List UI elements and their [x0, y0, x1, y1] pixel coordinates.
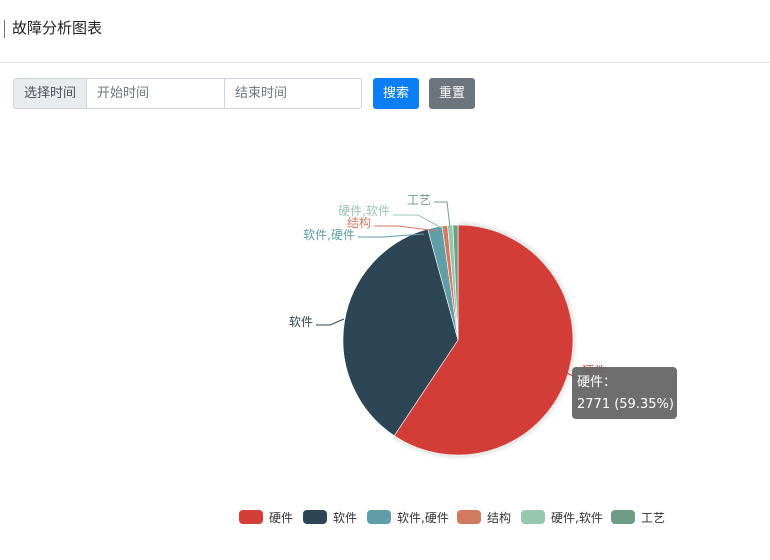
label-line-software — [316, 318, 345, 326]
start-date-input[interactable] — [87, 79, 224, 108]
label-line-hardware-software — [393, 214, 445, 230]
pie-label-hardware-software: 硬件,软件 — [338, 204, 390, 218]
legend-swatch-software-hardware — [367, 510, 391, 524]
end-date-input[interactable] — [224, 79, 361, 108]
pie-label-software: 软件 — [289, 315, 313, 329]
pie-label-software-hardware: 软件,硬件 — [303, 228, 355, 242]
legend-item-software-hardware[interactable]: 软件,硬件 — [367, 510, 449, 525]
label-line-process — [434, 201, 451, 228]
legend-swatch-hardware — [239, 510, 263, 524]
legend-item-process[interactable]: 工艺 — [611, 510, 665, 525]
page-title: 故障分析图表 — [12, 19, 103, 37]
legend-item-structure[interactable]: 结构 — [457, 510, 511, 525]
label-line-structure — [374, 225, 439, 232]
search-button[interactable]: 搜索 — [373, 78, 419, 109]
date-search-group: 选择时间 — [13, 78, 362, 109]
legend-item-software[interactable]: 软件 — [303, 510, 357, 525]
tooltip-box — [572, 367, 677, 419]
chart-legend: 硬件 软件 软件,硬件 结构 硬件,软件 工艺 — [239, 510, 665, 525]
tooltip-value-text: 2771 (59.35%) — [577, 397, 674, 412]
date-range-label: 选择时间 — [14, 79, 87, 108]
pie-slices — [342, 224, 574, 456]
pie-slice-software[interactable] — [342, 228, 459, 437]
reset-button[interactable]: 重置 — [429, 78, 475, 109]
pie-label-process: 工艺 — [407, 193, 431, 207]
legend-label-structure: 结构 — [487, 510, 511, 525]
hardware-tooltip: 硬件： 2771 (59.35%) — [572, 367, 677, 419]
legend-label-software-hardware: 软件,硬件 — [397, 511, 449, 525]
legend-label-software: 软件 — [333, 511, 357, 525]
legend-item-hardware[interactable]: 硬件 — [239, 510, 293, 525]
legend-item-hardware-software[interactable]: 硬件,软件 — [521, 510, 603, 525]
legend-label-process: 工艺 — [641, 511, 665, 525]
legend-swatch-structure — [457, 510, 481, 524]
legend-swatch-process — [611, 510, 635, 524]
title-accent — [4, 20, 5, 38]
legend-label-hardware-software: 硬件,软件 — [551, 511, 603, 525]
title-bar: 故障分析图表 — [0, 0, 770, 63]
tooltip-series-label: 硬件： — [577, 375, 616, 390]
pie-label-structure: 结构 — [347, 215, 371, 230]
legend-swatch-hardware-software — [521, 510, 545, 524]
legend-label-hardware: 硬件 — [269, 511, 293, 525]
label-line-software-hardware — [358, 233, 425, 238]
pie-slice-process[interactable] — [452, 224, 459, 341]
legend-swatch-software — [303, 510, 327, 524]
chart-tooltip: 硬件： 2771 (59.35%) — [572, 367, 677, 419]
